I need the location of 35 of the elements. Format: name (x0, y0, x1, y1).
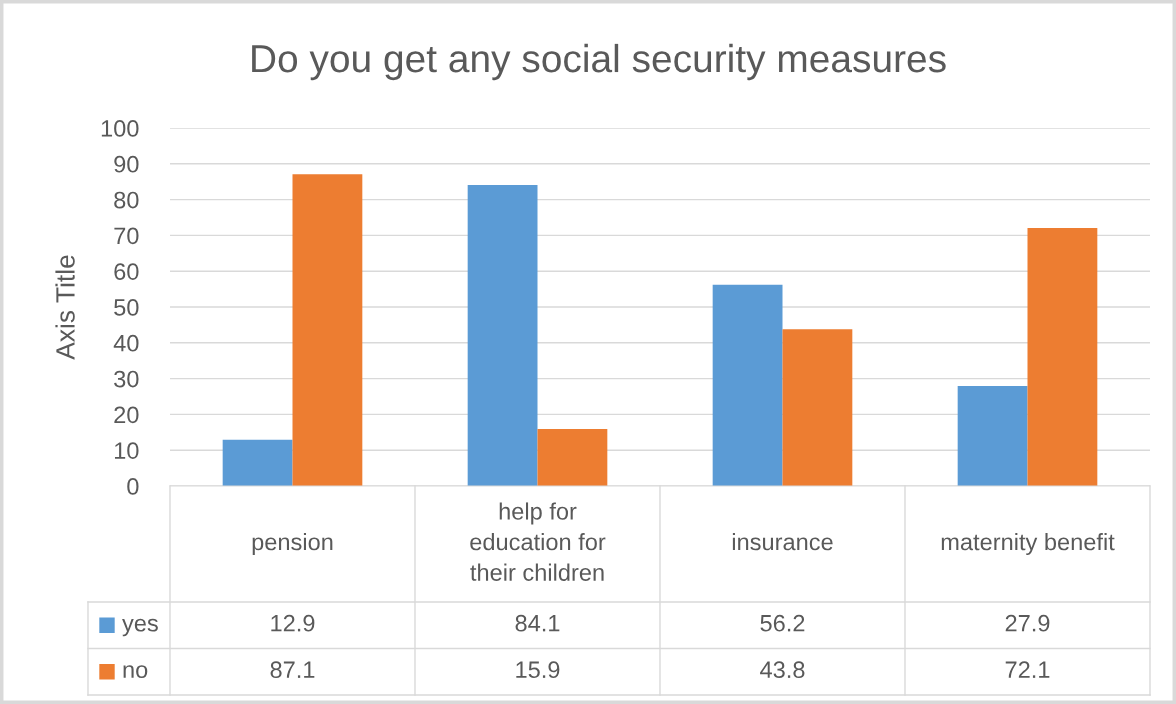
y-tick-label: 80 (114, 191, 139, 209)
y-tick-label: 40 (113, 334, 139, 352)
x-tick-label: help for education for their children (470, 502, 606, 581)
data-label: 56.2 (760, 614, 805, 632)
y-tick-label: 60 (114, 263, 139, 280)
y-tick-label: 90 (114, 155, 139, 173)
bar (782, 329, 853, 486)
y-tick-label: 20 (114, 406, 139, 424)
y-axis-title: Axis Title (55, 255, 75, 360)
bar (292, 174, 363, 486)
data-label: 43.8 (760, 661, 805, 679)
legend-label: no (123, 665, 148, 679)
x-tick-label: maternity benefit (941, 532, 1115, 555)
x-tick-label: pension (252, 532, 333, 555)
x-tick-label: insurance (732, 532, 833, 551)
data-label: 12.9 (271, 614, 315, 632)
y-tick-label: 50 (114, 299, 139, 316)
y-tick-label: 100 (101, 120, 139, 137)
y-tick-label: 10 (114, 442, 139, 459)
legend-label: yes (122, 618, 158, 637)
data-label: 15.9 (516, 661, 560, 679)
y-tick-label: 30 (114, 370, 139, 388)
data-label: 72.1 (1005, 661, 1050, 678)
bar (537, 429, 608, 486)
y-tick-label: 0 (127, 478, 139, 495)
chart-title: Do you get any social security measures (252, 43, 946, 81)
bar (467, 184, 538, 486)
bar (712, 284, 783, 486)
data-label: 87.1 (270, 661, 315, 679)
bar (1027, 227, 1098, 486)
bar (222, 439, 293, 486)
bar (957, 386, 1028, 486)
y-tick-label: 70 (114, 227, 139, 245)
data-label: 27.9 (1005, 614, 1050, 632)
data-label: 84.1 (515, 614, 560, 632)
